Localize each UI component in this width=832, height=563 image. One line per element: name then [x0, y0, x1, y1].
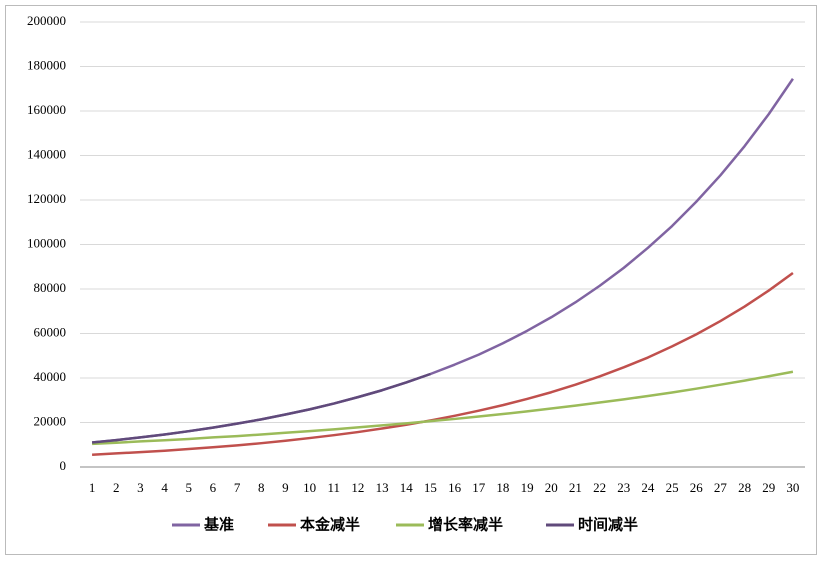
y-tick-label: 0	[60, 458, 67, 473]
legend-label: 时间减半	[578, 516, 638, 534]
x-tick-label: 26	[690, 480, 704, 495]
y-tick-label: 160000	[27, 102, 66, 117]
y-tick-label: 80000	[34, 280, 67, 295]
x-tick-label: 2	[113, 480, 120, 495]
x-tick-label: 6	[210, 480, 217, 495]
x-tick-label: 29	[762, 480, 775, 495]
x-tick-label: 11	[327, 480, 340, 495]
x-tick-label: 19	[521, 480, 534, 495]
y-tick-label: 60000	[34, 324, 67, 339]
x-tick-label: 5	[186, 480, 193, 495]
legend-label: 本金减半	[300, 516, 360, 534]
x-tick-label: 16	[448, 480, 462, 495]
x-tick-label: 8	[258, 480, 265, 495]
x-tick-label: 27	[714, 480, 728, 495]
x-tick-label: 12	[351, 480, 364, 495]
x-tick-label: 10	[303, 480, 316, 495]
series-line	[92, 271, 794, 457]
y-tick-label: 180000	[27, 57, 66, 72]
y-tick-label: 100000	[27, 235, 66, 250]
legend-label: 基准	[203, 516, 234, 534]
y-tick-label: 200000	[27, 13, 66, 28]
x-tick-label: 28	[738, 480, 751, 495]
x-tick-label: 25	[666, 480, 679, 495]
x-tick-label: 7	[234, 480, 241, 495]
x-tick-label: 13	[376, 480, 389, 495]
y-tick-label: 20000	[34, 413, 67, 428]
y-tick-label: 140000	[27, 146, 66, 161]
x-tick-label: 4	[161, 480, 168, 495]
chart-frame	[5, 5, 817, 555]
y-tick-label: 120000	[27, 191, 66, 206]
x-tick-label: 3	[137, 480, 144, 495]
x-tick-label: 18	[496, 480, 509, 495]
legend-label: 增长率减半	[428, 516, 503, 534]
x-tick-label: 30	[786, 480, 799, 495]
x-tick-label: 23	[617, 480, 630, 495]
x-tick-label: 9	[282, 480, 289, 495]
x-tick-label: 15	[424, 480, 437, 495]
x-tick-label: 17	[472, 480, 486, 495]
y-tick-label: 40000	[34, 369, 67, 384]
x-tick-label: 14	[400, 480, 414, 495]
x-tick-label: 20	[545, 480, 558, 495]
x-tick-label: 24	[641, 480, 655, 495]
series-line	[92, 370, 794, 446]
x-tick-label: 22	[593, 480, 606, 495]
series-line	[91, 372, 431, 444]
x-tick-label: 21	[569, 480, 582, 495]
x-tick-label: 1	[89, 480, 96, 495]
